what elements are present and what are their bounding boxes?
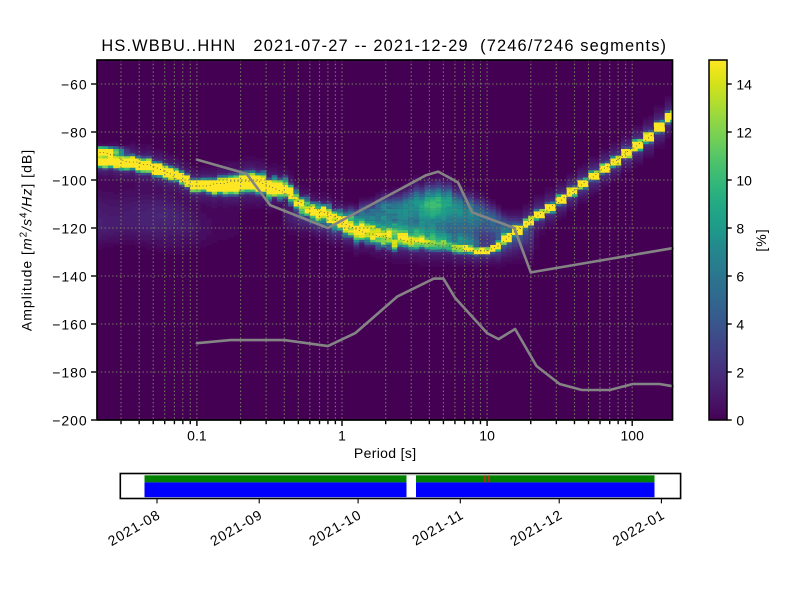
svg-text:10: 10	[736, 173, 752, 189]
svg-text:0.1: 0.1	[187, 428, 207, 444]
svg-text:HS.WBBU..HHN 2021-07-27 -- 2: HS.WBBU..HHN 2021-07-27 -- 2021-12-29 (7…	[101, 37, 667, 55]
svg-text:8: 8	[736, 221, 744, 237]
svg-text:[%]: [%]	[753, 228, 769, 251]
svg-text:12: 12	[736, 125, 752, 141]
svg-text:−200: −200	[52, 412, 87, 428]
svg-text:Amplitude [m2/s4/Hz] [dB]: Amplitude [m2/s4/Hz] [dB]	[19, 149, 35, 331]
svg-text:−180: −180	[52, 364, 87, 380]
svg-text:0: 0	[736, 413, 744, 429]
svg-text:4: 4	[736, 317, 744, 333]
svg-text:2: 2	[736, 365, 744, 381]
svg-text:6: 6	[736, 269, 744, 285]
svg-text:100: 100	[621, 428, 645, 444]
svg-text:10: 10	[479, 428, 495, 444]
svg-text:−140: −140	[52, 268, 87, 284]
svg-text:Period [s]: Period [s]	[354, 445, 417, 461]
svg-text:−120: −120	[52, 220, 87, 236]
svg-text:−100: −100	[52, 172, 87, 188]
svg-text:1: 1	[338, 428, 346, 444]
svg-text:−160: −160	[52, 316, 87, 332]
svg-text:−60: −60	[61, 76, 88, 92]
svg-text:14: 14	[736, 77, 752, 93]
svg-text:−80: −80	[61, 124, 88, 140]
